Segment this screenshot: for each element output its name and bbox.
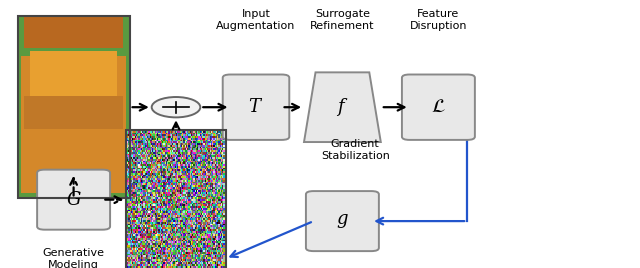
Circle shape [152, 97, 200, 117]
Bar [18, 16, 130, 198]
Text: $T$: $T$ [248, 98, 264, 116]
Text: $f$: $f$ [336, 96, 349, 118]
Bar [21, 56, 127, 193]
Text: Feature
Disruption: Feature Disruption [410, 9, 467, 31]
Text: $\mathcal{L}$: $\mathcal{L}$ [431, 98, 445, 116]
Text: Surrogate
Refinement: Surrogate Refinement [310, 9, 374, 31]
FancyBboxPatch shape [402, 75, 475, 140]
Bar [24, 16, 124, 48]
FancyBboxPatch shape [37, 170, 110, 230]
Text: Generative
Modeling: Generative Modeling [43, 248, 104, 268]
Bar [18, 16, 130, 198]
Text: Input
Augmentation: Input Augmentation [216, 9, 296, 31]
Text: $g$: $g$ [336, 212, 349, 230]
Text: $G$: $G$ [66, 191, 81, 209]
Text: Gradient
Stabilization: Gradient Stabilization [321, 139, 390, 161]
Polygon shape [304, 72, 381, 142]
FancyBboxPatch shape [223, 75, 289, 140]
Bar [31, 51, 116, 102]
Bar [37, 96, 110, 118]
Bar [127, 130, 226, 268]
FancyBboxPatch shape [306, 191, 379, 251]
Bar [24, 96, 124, 129]
